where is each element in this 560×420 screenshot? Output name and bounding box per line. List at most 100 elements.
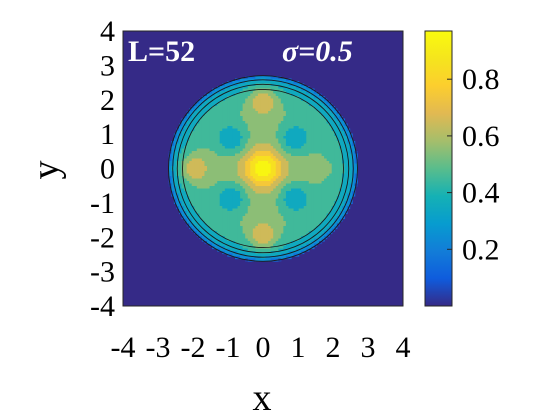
contour-cell	[168, 168, 172, 172]
contour-cell	[260, 148, 264, 152]
contour-cell	[179, 133, 183, 137]
contour-cell	[278, 96, 282, 100]
contour-cell	[199, 236, 203, 240]
contour-cell	[229, 136, 234, 140]
contour-cell	[306, 226, 310, 230]
contour-cell	[247, 151, 251, 155]
contour-cell	[255, 253, 259, 257]
contour-cell	[181, 201, 185, 205]
contour-cell	[306, 188, 310, 192]
contour-cell	[265, 163, 269, 167]
contour-cell	[336, 196, 340, 200]
contour-cell	[263, 216, 267, 220]
contour-cell	[232, 218, 236, 222]
contour-cell	[313, 101, 318, 105]
contour-cell	[291, 213, 295, 217]
contour-cell	[319, 178, 323, 182]
contour-cell	[268, 91, 272, 95]
contour-cell	[214, 196, 218, 200]
contour-cell	[173, 166, 178, 170]
contour-cell	[308, 116, 312, 120]
contour-cell	[268, 113, 272, 117]
contour-cell	[189, 221, 193, 225]
contour-cell	[296, 171, 300, 175]
contour-cell	[283, 186, 287, 190]
contour-cell	[252, 188, 256, 192]
contour-cell	[227, 103, 231, 107]
contour-cell	[265, 241, 269, 245]
contour-cell	[270, 208, 274, 212]
contour-cell	[263, 133, 267, 137]
contour-cell	[242, 118, 246, 122]
contour-cell	[257, 188, 262, 192]
contour-cell	[194, 213, 198, 217]
contour-cell	[217, 103, 221, 107]
contour-ring	[168, 75, 358, 262]
contour-cell	[339, 153, 343, 157]
contour-cell	[224, 213, 228, 217]
contour-cell	[191, 181, 195, 185]
contour-cell	[176, 203, 180, 207]
contour-cell	[214, 128, 218, 132]
contour-cell	[186, 188, 190, 192]
contour-cell	[308, 223, 312, 227]
contour-cell	[222, 113, 226, 117]
contour-cell	[232, 91, 236, 95]
contour-cell	[247, 238, 251, 242]
contour-cell	[191, 228, 195, 232]
contour-cell	[306, 91, 310, 95]
contour-cell	[278, 151, 282, 155]
contour-cell	[334, 218, 338, 222]
contour-cell	[278, 233, 282, 237]
contour-cell	[296, 163, 300, 167]
y-tick-label: 3	[100, 49, 115, 82]
contour-cell	[285, 198, 290, 202]
contour-cell	[247, 256, 251, 260]
contour-cell	[298, 223, 302, 227]
contour-cell	[326, 148, 330, 152]
contour-cell	[298, 83, 302, 87]
contour-cell	[283, 153, 287, 157]
contour-cell	[232, 178, 236, 182]
contour-cell	[255, 193, 259, 197]
contour-cell	[334, 216, 338, 220]
contour-cell	[288, 116, 292, 120]
contour-cell	[319, 206, 323, 210]
contour-cell	[199, 113, 203, 117]
contour-cell	[316, 206, 320, 210]
contour-cell	[263, 113, 267, 117]
contour-cell	[308, 141, 312, 145]
contour-cell	[214, 236, 218, 240]
contour-cell	[341, 203, 346, 207]
contour-cell	[293, 138, 297, 142]
contour-cell	[319, 116, 323, 120]
contour-cell	[285, 253, 290, 257]
contour-cell	[334, 131, 338, 135]
contour-cell	[247, 246, 251, 250]
contour-cell	[263, 198, 267, 202]
contour-cell	[255, 76, 259, 80]
contour-cell	[308, 151, 312, 155]
contour-cell	[283, 146, 287, 150]
contour-cell	[268, 98, 272, 102]
contour-cell	[265, 98, 269, 102]
contour-cell	[214, 193, 218, 197]
contour-cell	[222, 103, 226, 107]
contour-cell	[280, 216, 284, 220]
contour-cell	[319, 156, 323, 160]
contour-cell	[326, 178, 330, 182]
contour-cell	[280, 213, 284, 217]
contour-cell	[285, 236, 290, 240]
y-tick-label: 4	[100, 15, 115, 48]
contour-cell	[270, 178, 274, 182]
contour-cell	[285, 101, 290, 105]
contour-cell	[245, 128, 249, 132]
contour-cell	[224, 171, 228, 175]
contour-cell	[212, 88, 216, 92]
contour-cell	[273, 233, 277, 237]
contour-cell	[321, 121, 325, 125]
contour-cell	[329, 191, 333, 195]
contour-cell	[207, 156, 211, 160]
contour-cell	[171, 193, 175, 197]
contour-cell	[319, 213, 323, 217]
